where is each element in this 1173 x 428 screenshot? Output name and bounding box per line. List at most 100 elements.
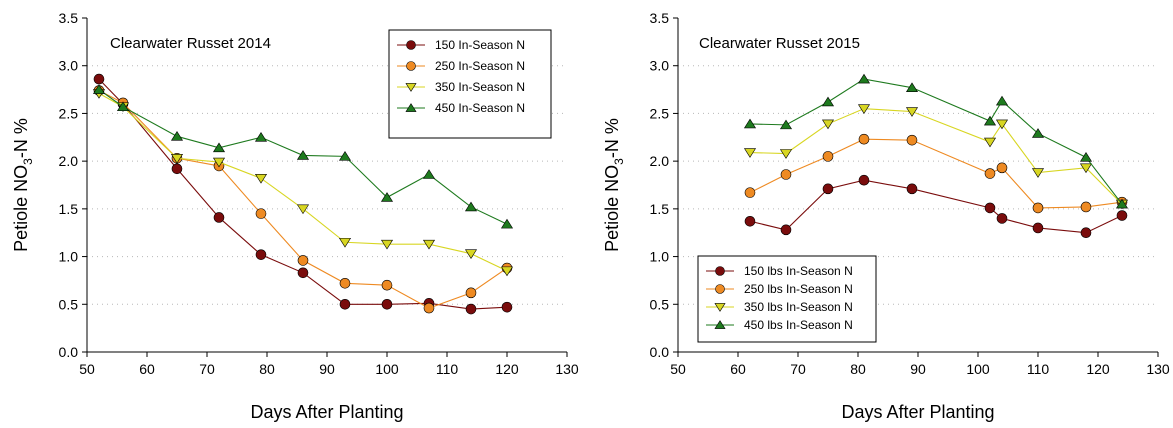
chart-1-series-4-point [296,150,310,160]
chart-1-legend: 150 In-Season N 250 In-Season N 350 In-Sea… [388,29,552,139]
chart-1-x-tick-label: 100 [375,361,399,377]
chart-1-x-tick-label: 120 [495,361,519,377]
chart-2-series-3-point [905,107,919,117]
chart-1-series-1-point [501,301,513,313]
chart-2-series-4-line [749,78,1123,205]
chart-2-series-3-point [857,104,871,114]
chart-1-series-2-point [297,255,309,266]
chart-2-series-4-point [743,118,757,129]
chart-1-series-1-point [339,298,351,310]
chart-2-y-tick-label: 2.0 [650,153,670,169]
chart-1-series-4-point [92,84,106,94]
chart-2-legend: 150 lbs In-Season N 250 lbs In-Season N 35… [697,255,877,343]
chart-2-legend-label: 250 lbs In-Season N [744,282,853,296]
chart-2-series-2-point [744,187,756,198]
chart-2-series-2-line [749,138,1123,209]
chart-1-y-axis-label-rest: -N % [11,118,31,158]
chart-2-series-4-point [1079,152,1093,162]
chart-2-y-tick-label: 3.5 [650,10,670,26]
chart-2-y-axis-label-rest: -N % [602,118,622,158]
chart-2-series-1-line [749,179,1123,234]
chart-1: 0.0 0.5 1.0 1.5 2.0 2.5 3.0 3.5 50 60 70 80 90 100 110… [11,10,579,422]
chart-2-x-tick-label: 110 [1027,361,1050,377]
chart-1-series-2-point [465,287,477,299]
chart-1-legend-label: 450 In-Season N [435,101,525,115]
chart-1-legend-label: 350 In-Season N [435,80,525,94]
chart-1-series-4-point [170,131,184,141]
chart-1-series-4-point [464,201,478,212]
chart-1-series-3-point [170,153,184,164]
chart-2-series-2-point [906,134,918,146]
chart-2-series-4-point [821,96,835,107]
chart-1-legend-marker [405,83,417,92]
chart-2-series-4-point [779,119,793,130]
chart-2-x-tick-label: 90 [910,361,926,377]
chart-2-series-4-point [1031,128,1045,138]
chart-1-series-4-point [254,131,268,142]
chart-2-y-axis-label-main: Petiole NO [602,165,622,252]
chart-1-legend-marker [405,103,417,112]
chart-2-series-2-point [1080,201,1092,213]
chart-2-series-3-point [983,137,997,148]
chart-1-series-3-point [296,204,310,215]
chart-2-y-axis-label-sub: 3 [612,158,626,165]
chart-2-x-tick-label: 100 [966,361,990,377]
chart-2-series-2-point [984,168,996,179]
chart-1-series-3-point [500,266,514,277]
chart-2-series-3-line [749,108,1123,205]
chart-2-series-3 [743,104,1129,210]
chart-1-legend-marker [406,40,416,50]
chart-2-title: Clearwater Russet 2015 [699,35,860,52]
chart-2-y-tick-label: 0.0 [650,344,670,360]
chart-2-series-1-point [996,213,1008,224]
chart-1-series-3-point [338,237,352,248]
chart-1-y-axis-label-main: Petiole NO [11,165,31,252]
chart-2-series-1-point [1116,210,1128,221]
chart-1-series-1-point [171,163,183,175]
chart-2-legend-marker [715,266,725,276]
chart-1-series-4-point [338,151,352,161]
chart-2-y-axis-label: Petiole NO3-N % [602,118,626,252]
chart-2-legend-marker [714,320,726,329]
chart-1-series-1-point [93,73,105,85]
chart-1-legend-label: 150 In-Season N [435,38,525,52]
chart-1-series-4-point [380,192,394,202]
chart-2-series-1-point [780,224,792,236]
chart-1-series-1-point [465,303,477,315]
chart-2-x-tick-label: 120 [1086,361,1110,377]
chart-1-y-tick-label: 3.5 [59,10,79,26]
chart-1-x-tick-label: 110 [436,361,459,377]
chart-1-series-3-point [464,249,478,260]
chart-2-series-2-point [858,133,870,145]
chart-1-series-1-point [213,212,225,223]
chart-1-series-1-point [297,267,309,279]
chart-2-series-4-point [995,95,1009,106]
chart-2-x-tick-label: 130 [1146,361,1170,377]
chart-2-x-axis-label: Days After Planting [841,402,994,422]
chart-2-series-1-point [822,183,834,195]
chart-1-series-3-point [380,239,394,250]
chart-1-y-tick-label: 2.0 [59,153,79,169]
chart-1-series-2-point [255,208,267,219]
chart-2-series-2-point [1032,202,1044,214]
chart-2-series-2 [744,133,1128,214]
chart-1-series-3-point [254,174,268,184]
chart-2-series-3-point [995,119,1009,130]
chart-1-series-4 [92,84,514,229]
chart-1-y-tick-label: 0.0 [59,344,79,360]
chart-2-series-3-point [779,149,793,159]
chart-2-series-4 [743,73,1129,209]
chart-1-x-tick-label: 80 [259,361,275,377]
chart-1-series-2-point [339,277,351,289]
chart-2-x-tick-label: 60 [730,361,746,377]
chart-1-y-tick-label: 1.5 [59,201,79,217]
chart-2-y-tick-label: 0.5 [650,296,670,312]
chart-2-series-1-point [1080,227,1092,239]
chart-2-series-1 [744,174,1128,239]
chart-1-x-tick-label: 50 [79,361,95,377]
chart-2-series-3-point [821,119,835,130]
chart-2-x-tick-label: 50 [670,361,686,377]
chart-1-y-axis-label: Petiole NO3-N % [11,118,35,252]
chart-2-y-tick-label: 1.0 [650,249,670,265]
chart-1-series-1-point [381,298,393,310]
